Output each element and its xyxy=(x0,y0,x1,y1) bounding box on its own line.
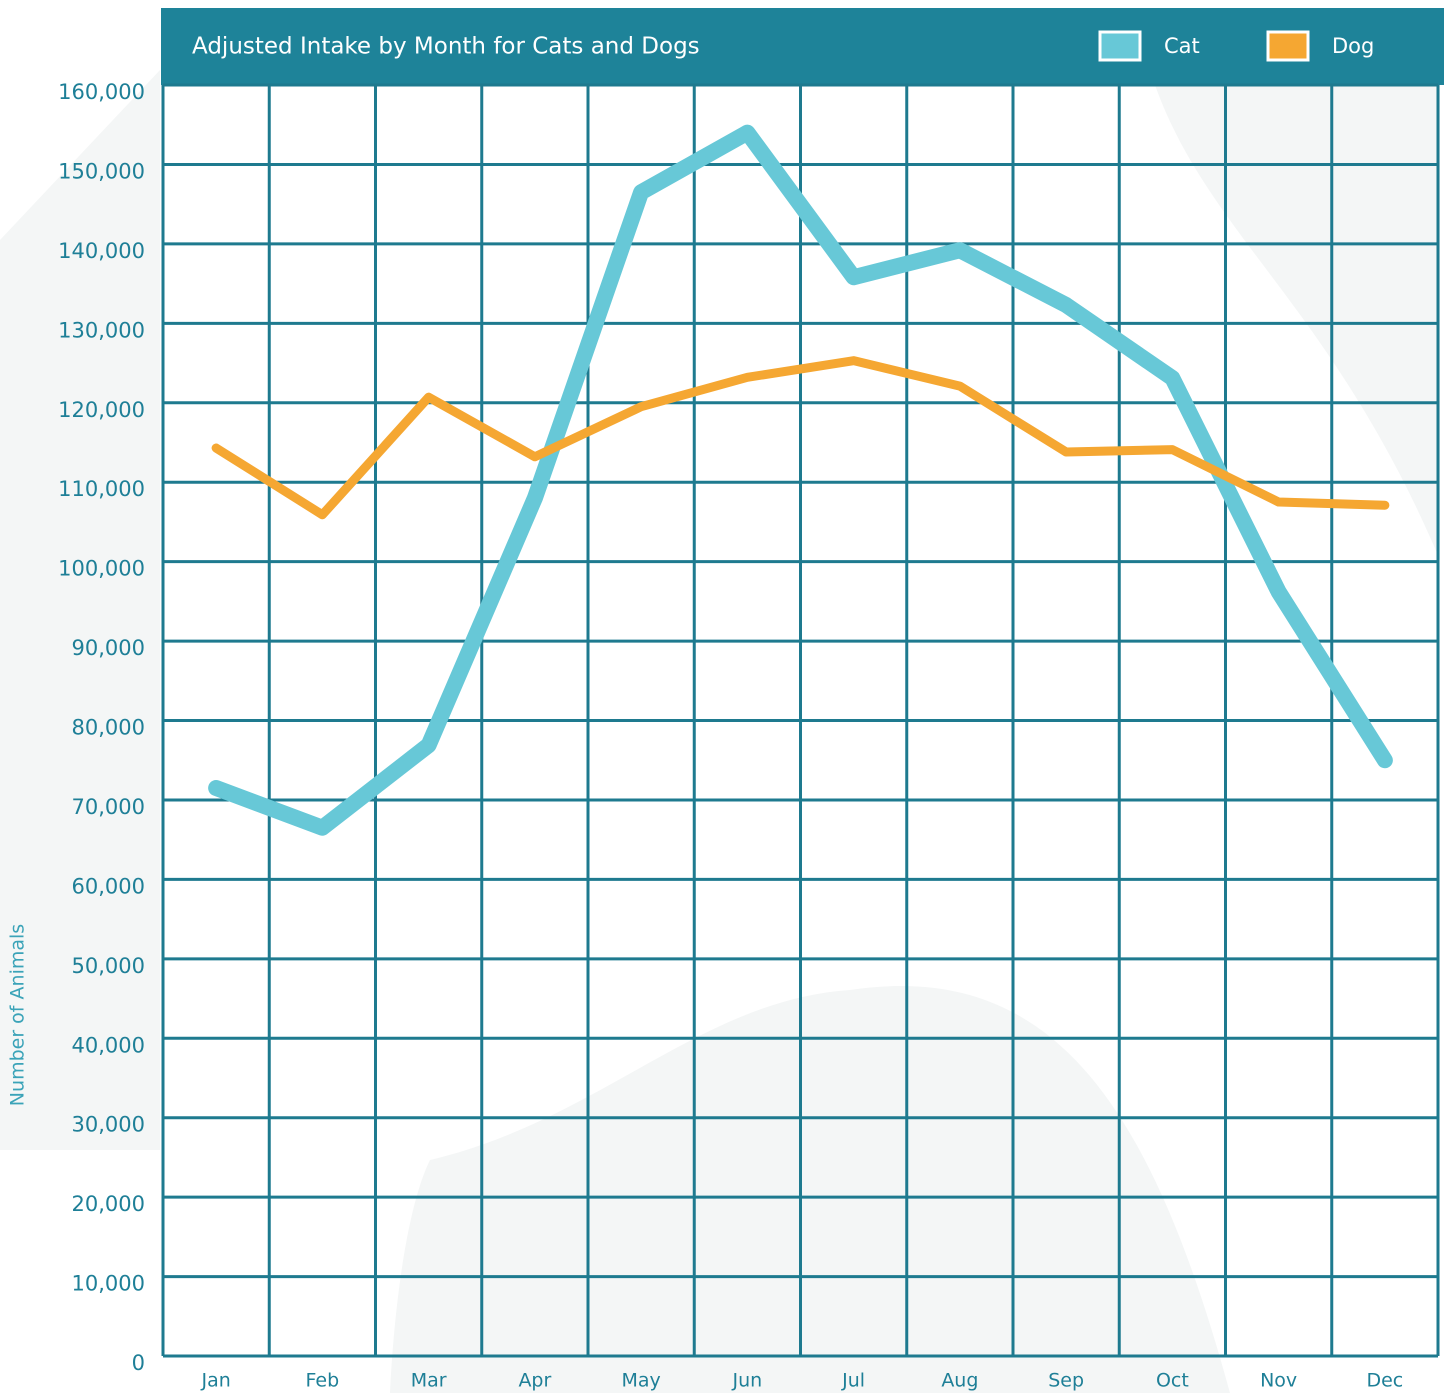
y-axis-title: Number of Animals xyxy=(7,924,29,1106)
x-tick-label: May xyxy=(621,1370,660,1392)
y-tick-label: 120,000 xyxy=(58,398,145,422)
chart-title: Adjusted Intake by Month for Cats and Do… xyxy=(192,34,700,60)
y-tick-label: 50,000 xyxy=(72,954,145,978)
legend-swatch xyxy=(1266,30,1310,62)
y-tick-label: 160,000 xyxy=(58,80,145,104)
x-tick-label: Jul xyxy=(841,1370,865,1392)
y-tick-label: 90,000 xyxy=(72,636,145,660)
legend-label: Cat xyxy=(1164,34,1200,58)
x-tick-label: Oct xyxy=(1156,1370,1189,1392)
x-tick-label: Nov xyxy=(1260,1370,1297,1392)
y-tick-label: 40,000 xyxy=(72,1033,145,1057)
y-tick-label: 70,000 xyxy=(72,795,145,819)
y-tick-label: 130,000 xyxy=(58,318,145,342)
x-tick-label: Apr xyxy=(518,1370,551,1392)
x-tick-label: Dec xyxy=(1366,1370,1403,1392)
x-tick-label: Jan xyxy=(200,1370,230,1392)
y-tick-label: 60,000 xyxy=(72,874,145,898)
x-tick-label: Jun xyxy=(732,1370,763,1392)
background-shapes xyxy=(0,70,1440,1393)
x-tick-label: Feb xyxy=(306,1370,340,1392)
y-tick-label: 80,000 xyxy=(72,716,145,740)
series-line xyxy=(211,356,1390,520)
y-tick-label: 20,000 xyxy=(72,1192,145,1216)
x-tick-label: Mar xyxy=(411,1370,447,1392)
y-tick-label: 150,000 xyxy=(58,159,145,183)
y-tick-label: 10,000 xyxy=(72,1272,145,1296)
legend-swatch xyxy=(1098,30,1142,62)
y-tick-label: 140,000 xyxy=(58,239,145,263)
x-tick-label: Aug xyxy=(941,1370,978,1392)
y-tick-label: 100,000 xyxy=(58,557,145,581)
legend-label: Dog xyxy=(1332,34,1374,58)
header-band xyxy=(161,8,1444,85)
y-tick-label: 30,000 xyxy=(72,1113,145,1137)
y-tick-label: 110,000 xyxy=(58,477,145,501)
y-tick-label: 0 xyxy=(132,1351,145,1375)
x-tick-label: Sep xyxy=(1048,1370,1084,1392)
series-line xyxy=(208,124,1393,836)
